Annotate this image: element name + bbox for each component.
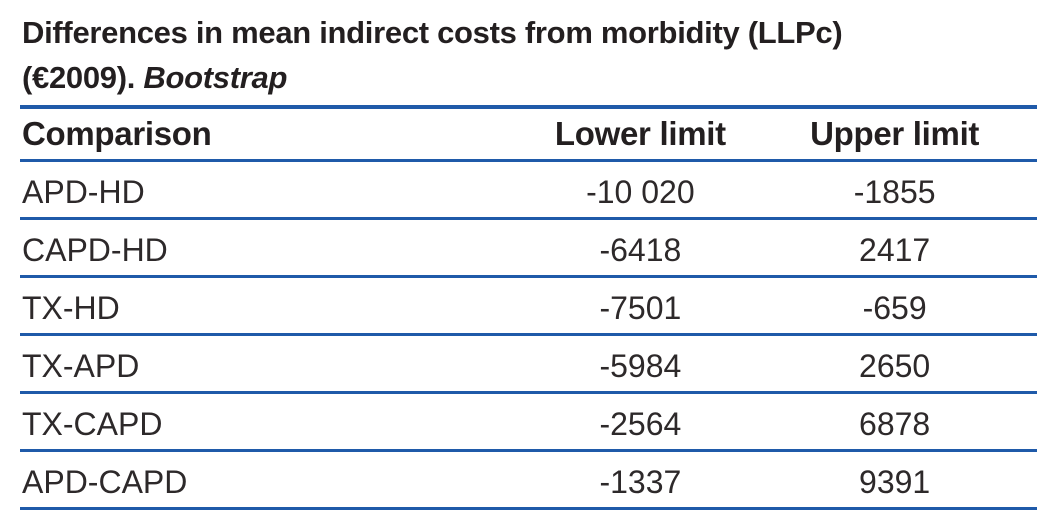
- table-row: TX-CAPD -2564 6878: [20, 392, 1037, 452]
- header-comparison: Comparison: [20, 109, 529, 162]
- cell-lower: -1337: [528, 450, 753, 510]
- cell-upper: 2650: [752, 334, 1037, 394]
- table-body: APD-HD -10 020 -1855 CAPD-HD -6418 2417 TX-HD -…: [20, 160, 1037, 510]
- header-upper-limit: Upper limit: [752, 109, 1037, 162]
- cell-upper: 9391: [752, 450, 1037, 510]
- cell-upper: -659: [752, 276, 1037, 336]
- table-row: TX-HD -7501 -659: [20, 276, 1037, 336]
- cell-lower: -5984: [528, 334, 753, 394]
- cell-comparison: TX-CAPD: [20, 392, 529, 452]
- cell-lower: -10 020: [528, 160, 753, 220]
- confidence-interval-table: Comparison Lower limit Upper limit APD-H…: [20, 109, 1037, 510]
- title-line1: Differences in mean indirect costs from …: [22, 15, 843, 50]
- table-title: Differences in mean indirect costs from …: [20, 10, 1037, 109]
- title-line2-emphasis: Bootstrap: [143, 60, 288, 95]
- cell-lower: -2564: [528, 392, 753, 452]
- cell-comparison: TX-APD: [20, 334, 529, 394]
- cell-upper: 6878: [752, 392, 1037, 452]
- cell-lower: -6418: [528, 218, 753, 278]
- cell-comparison: CAPD-HD: [20, 218, 529, 278]
- table-row: TX-APD -5984 2650: [20, 334, 1037, 394]
- cell-comparison: APD-HD: [20, 160, 529, 220]
- table-row: CAPD-HD -6418 2417: [20, 218, 1037, 278]
- cell-upper: -1855: [752, 160, 1037, 220]
- cell-comparison: APD-CAPD: [20, 450, 529, 510]
- title-line2-prefix: (€2009).: [22, 60, 144, 95]
- header-row: Comparison Lower limit Upper limit: [20, 109, 1037, 162]
- cell-lower: -7501: [528, 276, 753, 336]
- cell-comparison: TX-HD: [20, 276, 529, 336]
- table-header: Comparison Lower limit Upper limit: [20, 109, 1037, 162]
- table-row: APD-CAPD -1337 9391: [20, 450, 1037, 510]
- table-row: APD-HD -10 020 -1855: [20, 160, 1037, 220]
- cell-upper: 2417: [752, 218, 1037, 278]
- header-lower-limit: Lower limit: [528, 109, 753, 162]
